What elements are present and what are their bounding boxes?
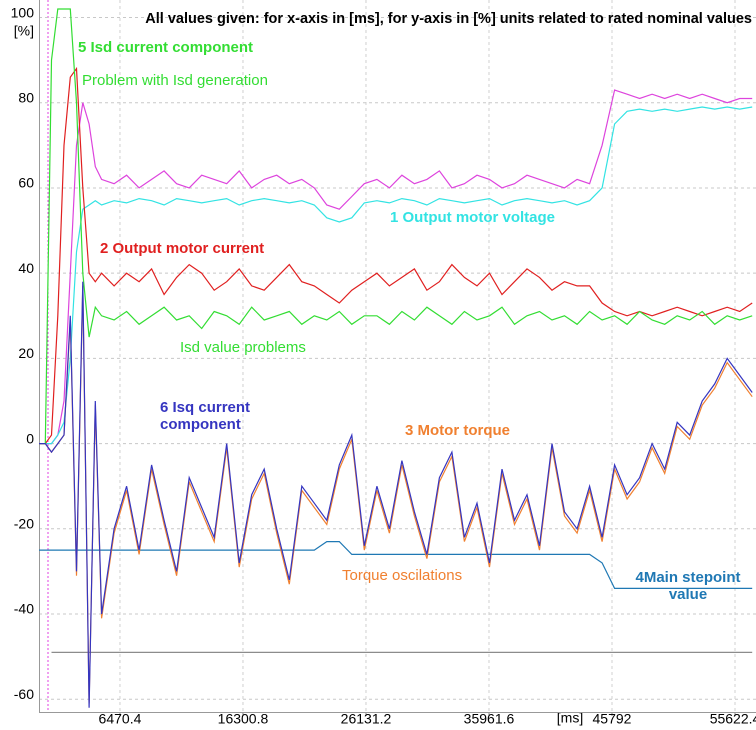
y-tick-label: 80 xyxy=(18,89,34,105)
x-axis-label: [ms] xyxy=(557,710,583,726)
series-line xyxy=(39,281,753,708)
chart-title: All values given: for x-axis in [ms], fo… xyxy=(145,11,752,27)
annotation: Torque oscilations xyxy=(342,567,463,584)
x-tick-label: 26131.2 xyxy=(341,711,392,727)
x-tick-label: 45792 xyxy=(593,711,632,727)
series-label: 6 Isq current component xyxy=(160,399,251,433)
series-label: 3 Motor torque xyxy=(405,422,510,439)
annotation: Problem with Isd generation xyxy=(82,72,268,89)
series-line xyxy=(39,106,753,445)
y-tick-label: -20 xyxy=(14,515,34,531)
x-tick-label: 35961.6 xyxy=(464,711,515,727)
annotation: Isd value problems xyxy=(180,339,306,356)
series-line xyxy=(39,66,753,445)
y-tick-label: 100 xyxy=(11,5,35,21)
series-line xyxy=(39,541,753,589)
y-axis-label: [%] xyxy=(14,23,34,39)
x-tick-label: 6470.4 xyxy=(99,711,142,727)
series-line xyxy=(39,8,753,445)
x-tick-label: 55622.4 xyxy=(710,711,756,727)
series-label: 2 Output motor current xyxy=(100,240,265,257)
y-tick-label: 60 xyxy=(18,175,34,191)
y-tick-label: -60 xyxy=(14,686,34,702)
x-tick-label: 16300.8 xyxy=(218,711,269,727)
series-line xyxy=(39,285,753,704)
y-tick-label: -40 xyxy=(14,601,34,617)
y-tick-label: 20 xyxy=(18,345,34,361)
series-line xyxy=(39,89,753,445)
series-label: 5 Isd current component xyxy=(78,39,254,56)
series-label: 1 Output motor voltage xyxy=(390,209,555,226)
y-tick-label: 0 xyxy=(26,430,34,446)
series-label: 4Main stepoint value xyxy=(635,569,741,603)
y-tick-label: 40 xyxy=(18,260,34,276)
